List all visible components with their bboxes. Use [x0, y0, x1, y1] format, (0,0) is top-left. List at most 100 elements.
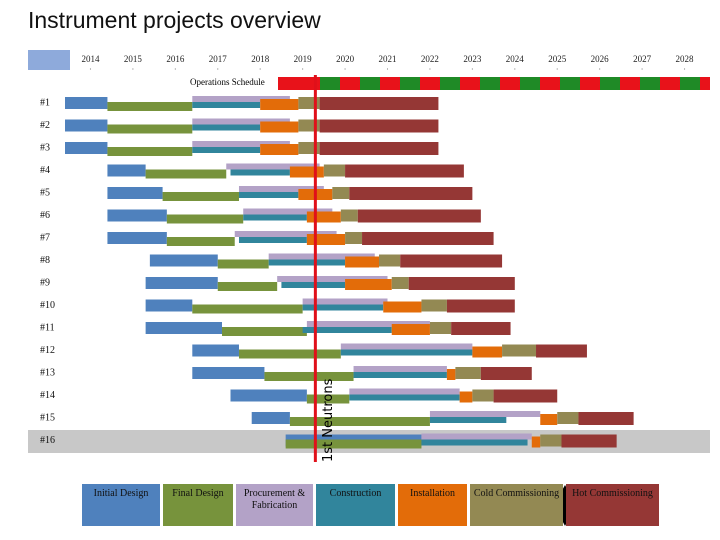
phase-bar: [302, 327, 392, 333]
operations-band: [278, 77, 300, 90]
phase-bar: [251, 412, 290, 424]
phase-bar: [472, 389, 494, 402]
phase-bar: [429, 322, 452, 334]
row-label: #9: [40, 277, 50, 288]
phase-bar: [429, 411, 541, 417]
phase-bar: [226, 163, 320, 170]
phase-bar: [264, 372, 354, 381]
x-tick-label: 2016: [166, 54, 185, 64]
phase-bar: [243, 208, 333, 215]
x-tick-label: 2024: [506, 54, 525, 64]
phase-bar: [166, 214, 244, 224]
legend-entry: Hot Commissioning: [566, 484, 659, 526]
phase-bar: [561, 434, 617, 448]
phase-bar: [107, 124, 193, 134]
phase-bar: [353, 366, 447, 372]
phase-bar: [192, 118, 290, 125]
row-label: #12: [40, 345, 55, 356]
phase-bar: [451, 322, 511, 335]
row-label: #3: [40, 142, 50, 153]
phase-bar: [540, 414, 558, 425]
phase-bar: [107, 147, 193, 156]
phase-bar: [531, 436, 541, 448]
phase-bar: [285, 439, 422, 449]
row-label: #13: [40, 367, 55, 378]
x-tick-label: 2023: [463, 54, 482, 64]
phase-bar: [65, 119, 108, 132]
phase-bar: [192, 141, 290, 147]
phase-bar: [480, 367, 532, 380]
row-label: #6: [40, 210, 50, 221]
phase-bar: [217, 259, 269, 269]
row-label: #11: [40, 322, 55, 333]
phase-bar: [421, 299, 447, 312]
phase-bar: [268, 259, 346, 266]
operations-label: Operations Schedule: [190, 77, 265, 87]
phase-bar: [455, 367, 481, 379]
phase-bar: [421, 439, 528, 446]
phase-bar: [306, 321, 430, 327]
phase-bar: [65, 142, 108, 154]
phase-bar: [540, 434, 562, 447]
phase-bar: [408, 277, 515, 290]
phase-bar: [349, 394, 460, 401]
phase-bar: [332, 187, 350, 199]
phase-bar: [107, 164, 146, 177]
row-label: #15: [40, 412, 55, 423]
row-label: #14: [40, 390, 55, 401]
phase-bar: [222, 327, 307, 336]
phase-bar: [217, 282, 278, 291]
phase-bar: [345, 232, 363, 244]
x-tick-label: 2021: [379, 54, 397, 64]
phase-bar: [421, 433, 532, 440]
phase-bar: [362, 232, 494, 245]
x-tick-label: 2017: [209, 54, 228, 64]
phase-bar: [230, 389, 307, 402]
legend-entry: Installation: [398, 484, 467, 526]
x-tick-label: 2026: [591, 54, 610, 64]
phase-bar: [192, 147, 261, 153]
phase-bar: [306, 394, 350, 404]
phase-bar: [345, 256, 380, 268]
phase-bar: [107, 102, 193, 111]
phase-bar: [349, 187, 473, 200]
row-label: #8: [40, 255, 50, 266]
x-tick-label: 2018: [251, 54, 270, 64]
row-label: #5: [40, 187, 50, 198]
phase-bar: [238, 237, 307, 243]
phase-bar: [192, 344, 239, 357]
phase-bar: [429, 417, 507, 423]
phase-bar: [379, 254, 401, 267]
phase-bar: [277, 276, 388, 282]
legend-entry: Initial Design: [82, 484, 160, 526]
phase-bar: [145, 322, 223, 334]
row-label: #16: [40, 435, 55, 446]
phase-bar: [340, 209, 358, 222]
x-tick-label: 2027: [633, 54, 652, 64]
x-tick-label: 2015: [124, 54, 143, 64]
phase-bar: [446, 369, 456, 380]
phase-bar: [302, 304, 384, 311]
x-tick-label: 2025: [548, 54, 567, 64]
phase-bar: [400, 254, 503, 268]
phase-bar: [107, 187, 163, 199]
phase-bar: [192, 96, 290, 102]
chart-title: Instrument projects overview: [28, 7, 321, 33]
row-label: #2: [40, 120, 50, 131]
phase-bar: [238, 349, 341, 359]
phase-bar: [391, 324, 430, 335]
phase-bar: [192, 367, 265, 379]
phase-bar: [345, 164, 464, 178]
legend-entry: Cold Commissioning: [470, 484, 563, 526]
phase-bar: [145, 277, 218, 289]
phase-bar: [166, 237, 235, 246]
row-label: #7: [40, 232, 50, 243]
phase-bar: [107, 209, 167, 222]
phase-bar: [557, 412, 579, 424]
phase-bar: [345, 279, 392, 290]
phase-bar: [349, 388, 460, 395]
phase-bar: [446, 299, 515, 313]
phase-bar: [353, 372, 447, 378]
phase-bar: [149, 254, 218, 267]
header-cell: [28, 50, 70, 70]
